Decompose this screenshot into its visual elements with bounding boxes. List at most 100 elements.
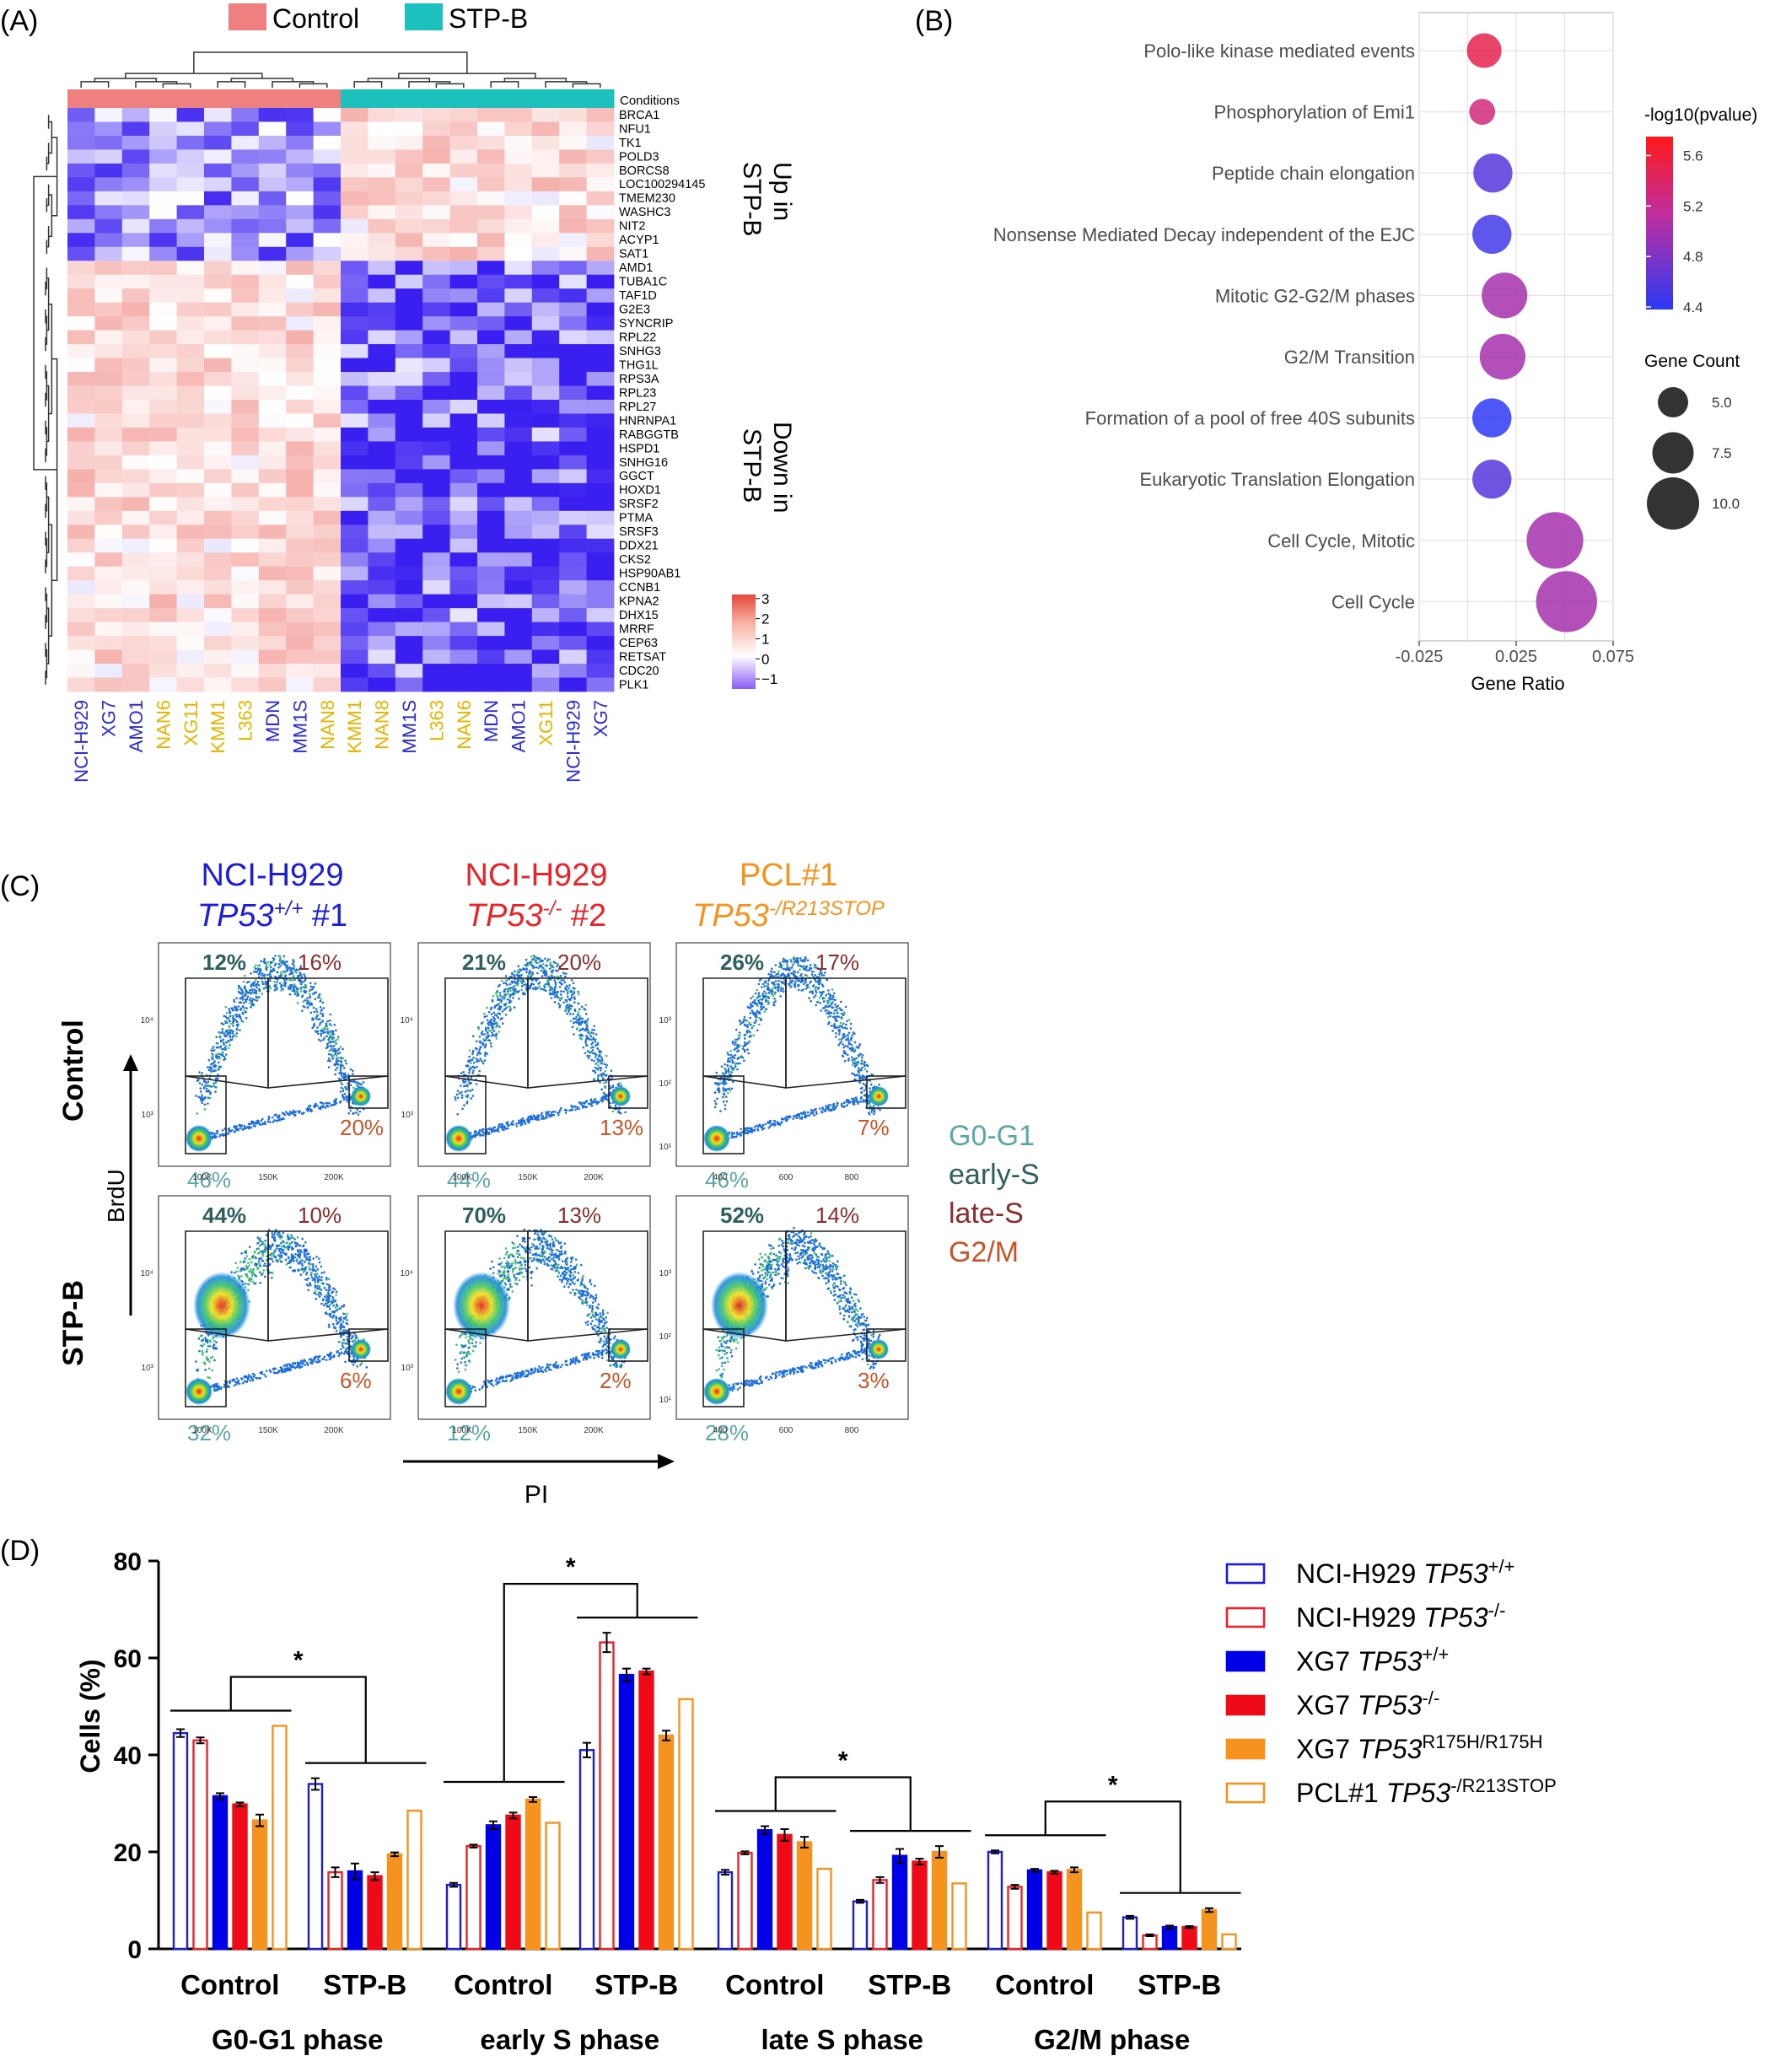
flow-event	[773, 971, 776, 974]
heatmap-cell	[204, 302, 232, 317]
flow-event	[499, 994, 502, 997]
flow-event	[239, 1124, 243, 1127]
flow-event	[803, 1116, 806, 1118]
flow-event	[258, 988, 261, 991]
flow-event	[525, 967, 528, 970]
flow-event	[476, 1133, 479, 1137]
heatmap-cell	[286, 344, 314, 358]
flow-event	[291, 962, 294, 966]
flow-event	[208, 1068, 212, 1071]
flow-event	[535, 959, 537, 962]
heatmap-cell	[531, 580, 560, 595]
flow-event	[310, 1276, 314, 1278]
flow-event	[279, 957, 282, 960]
heatmap-cell	[286, 261, 314, 276]
flow-event	[304, 991, 307, 994]
flow-event	[330, 1041, 332, 1044]
flow-event	[248, 991, 251, 994]
flow-event	[594, 1055, 597, 1058]
flow-event	[247, 1127, 250, 1130]
heatmap-cell	[395, 497, 423, 512]
flow-event	[247, 1289, 250, 1292]
flow-event	[857, 1047, 860, 1049]
flow-event	[210, 1068, 213, 1070]
flow-event	[503, 993, 507, 996]
pvalue-tick-label: 5.6	[1683, 148, 1703, 164]
flow-event	[750, 1004, 752, 1008]
flow-event	[260, 1240, 262, 1242]
gene-count-legend-circle	[1652, 432, 1694, 474]
flow-event	[312, 1006, 315, 1009]
flow-event	[727, 1053, 730, 1057]
heatmap-cell	[176, 344, 205, 358]
heatmap-cell	[149, 135, 177, 150]
heatmap-cell	[341, 344, 368, 358]
flow-event	[716, 1097, 718, 1101]
flow-event	[571, 1106, 574, 1109]
heatmap-cell	[559, 177, 587, 192]
pathway-labels: Polo-like kinase mediated eventsPhosphor…	[993, 40, 1415, 612]
flow-event	[879, 1108, 881, 1111]
flow-event	[320, 1272, 324, 1274]
heatmap-cell	[231, 649, 260, 665]
heatmap-cell	[477, 566, 505, 581]
flow-event	[847, 1038, 849, 1041]
flow-event	[263, 973, 266, 977]
flow-event	[328, 1039, 331, 1042]
flow-event	[541, 1111, 543, 1115]
gene-count-legend-label: 5.0	[1712, 395, 1732, 411]
heatmap-cell	[395, 108, 423, 122]
heatmap-cell	[286, 649, 314, 665]
gene-count-legend-title: Gene Count	[1644, 352, 1740, 371]
flow-event	[295, 1257, 299, 1261]
flow-event	[747, 1052, 750, 1055]
flow-event	[564, 1007, 568, 1010]
flow-event	[725, 1100, 729, 1103]
flow-y-tick: 10⁴	[141, 1016, 153, 1025]
flow-event	[212, 1061, 216, 1064]
flow-event	[730, 1133, 734, 1137]
flow-event	[748, 1021, 750, 1024]
flow-event	[216, 1129, 219, 1133]
flow-event	[250, 985, 253, 988]
flow-event	[486, 1052, 489, 1055]
flow-event	[602, 1091, 605, 1095]
flow-event	[489, 1042, 492, 1045]
flow-event	[255, 995, 258, 998]
flow-event	[727, 1067, 730, 1070]
flow-event	[496, 992, 498, 994]
flow-event	[352, 1069, 354, 1073]
pathway-label: Cell Cycle, Mitotic	[1267, 530, 1415, 552]
dendrogram-branch	[46, 143, 50, 164]
flow-event	[833, 1009, 837, 1012]
flow-event	[767, 997, 771, 999]
flow-event	[330, 1104, 332, 1107]
heatmap-cell	[258, 177, 287, 192]
heatmap-cell	[559, 636, 587, 650]
flow-event	[273, 980, 276, 983]
flow-event	[576, 1018, 578, 1021]
flow-event	[508, 993, 510, 996]
flow-event	[584, 1039, 588, 1042]
heatmap-cell	[176, 497, 205, 512]
heatmap-cell	[422, 205, 450, 220]
flow-event	[719, 1110, 722, 1112]
flow-event	[229, 1129, 231, 1132]
heatmap-cell	[121, 566, 150, 581]
heatmap-cell	[258, 510, 287, 525]
flow-event	[541, 1115, 544, 1117]
flow-event	[598, 1066, 601, 1069]
flow-event	[272, 1121, 275, 1123]
flow-event	[313, 1010, 316, 1014]
flow-event	[237, 984, 240, 988]
flow-event	[833, 1023, 836, 1025]
flow-event	[534, 961, 537, 964]
flow-event	[813, 963, 816, 966]
flow-event	[305, 1256, 308, 1259]
heatmap-cell	[477, 108, 505, 122]
flow-event	[796, 1117, 799, 1120]
flow-event	[250, 983, 253, 987]
flow-event	[518, 989, 520, 993]
flow-event	[725, 1069, 728, 1072]
flow-event	[202, 1087, 206, 1090]
